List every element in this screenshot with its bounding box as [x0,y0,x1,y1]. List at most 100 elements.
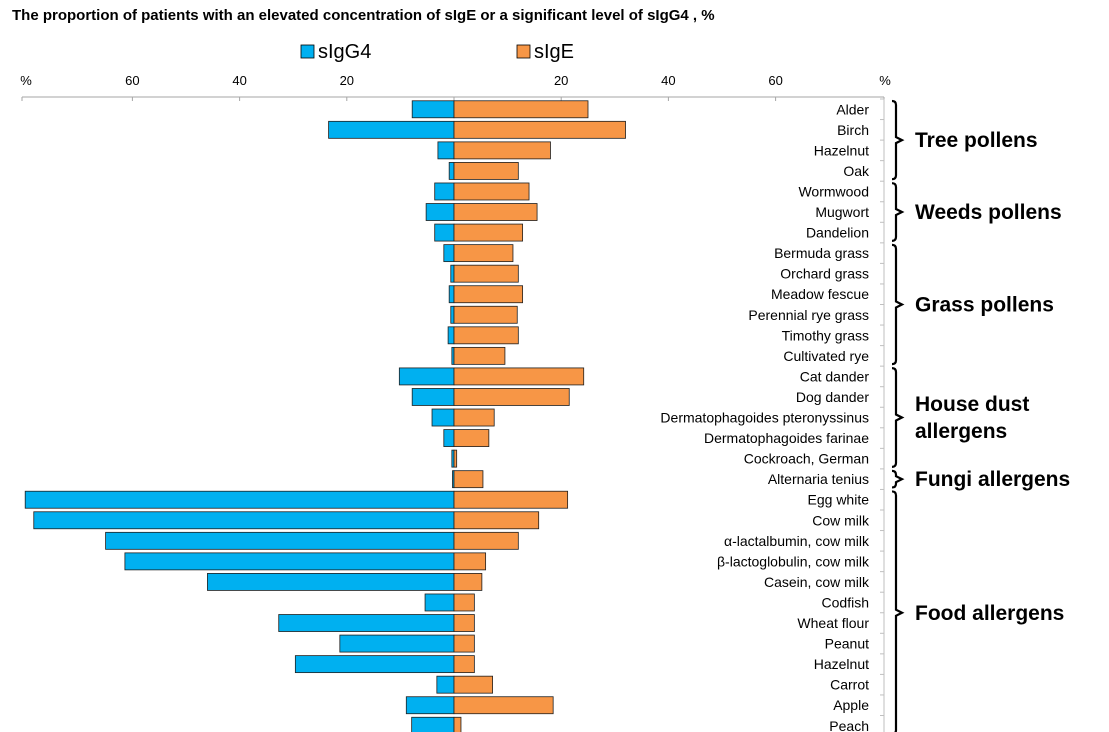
category-label: Apple [833,697,869,713]
bar-sigg4 [411,388,455,406]
bar-sige [453,490,569,509]
bar-sigg4 [448,285,455,304]
legend: sIgG4 sIgE [300,41,574,63]
bar-sigg4 [424,593,455,612]
axis-tick-label: 40 [232,73,246,88]
bar-sigg4 [425,203,455,221]
bar-sige [453,696,554,715]
bar-sige [453,593,475,612]
bar-sigg4 [24,490,455,509]
category-label: Cow milk [812,512,870,528]
bar-sigg4 [443,244,455,263]
bar-sige [453,182,530,201]
bar-sige [453,655,475,674]
bar-sige [453,675,493,694]
axis-tick-label: 60 [125,73,139,88]
top-axis: % % 60 40 20 20 40 60 [20,73,891,732]
group-label: Tree pollens [915,129,1038,152]
bar-sigg4 [450,305,455,324]
category-label: Dermatophagoides farinae [704,430,869,446]
category-label: Cultivated rye [783,348,869,364]
bar-sigg4 [405,696,455,715]
category-label: Timothy grass [782,327,869,343]
category-label: Cat dander [800,368,870,384]
group-label: Weeds pollens [915,201,1062,224]
group-bracket [891,243,905,366]
bar-sige [453,346,506,365]
bar-sigg4 [33,511,455,530]
category-label: Dandelion [806,225,869,241]
bar-sigg4 [443,429,455,447]
bar-sigg4 [398,367,455,386]
category-label: Orchard grass [780,266,869,282]
category-label: Dog dander [796,389,870,405]
category-label: Oak [843,163,870,179]
category-label: Peach [829,718,869,732]
legend-swatch-sige [516,44,531,59]
chart-title: The proportion of patients with an eleva… [12,7,715,24]
axis-unit-right: % [879,73,891,88]
bar-sigg4 [105,531,455,550]
group-bracket [891,490,905,732]
bar-sige [453,449,458,468]
bar-sigg4 [207,573,455,591]
bar-sige [453,511,540,530]
group-label: Food allergens [915,602,1064,625]
group-bracket [891,99,905,181]
category-label: Bermuda grass [774,245,869,261]
category-label: Hazelnut [814,142,869,158]
category-label: Dermatophagoides pteronyssinus [660,410,869,426]
category-label: Peanut [825,636,869,652]
bar-sige [453,429,490,447]
axis-tick-label: 40 [661,73,675,88]
bar-sige [453,162,519,180]
bar-sigg4 [411,716,455,732]
legend-label-sigg4: sIgG4 [318,41,371,63]
bar-sige [453,120,626,139]
category-label: Alternaria tenius [768,471,869,487]
group-bracket [891,469,905,489]
bar-sigg4 [437,141,455,160]
bar-sigg4 [294,655,455,674]
bar-sige [453,305,518,324]
category-label: Casein, cow milk [764,574,870,590]
category-labels: Alder Birch Hazelnut Oak Wormwood Mugwort Dand… [660,101,870,732]
bar-sige [453,531,519,550]
bars [24,100,626,732]
category-label: Cockroach, German [744,451,869,467]
category-label: Wheat flour [797,615,869,631]
group-label: House dust [915,393,1029,416]
category-label: Egg white [808,492,870,508]
category-label: Wormwood [798,183,869,199]
bar-sige [453,552,487,571]
category-label: Hazelnut [814,656,869,672]
bar-sige [453,470,484,489]
bar-sigg4 [436,675,455,694]
bar-sige [453,203,538,221]
bar-sige [453,223,524,242]
bar-sigg4 [434,223,455,242]
group-brackets: Tree pollens Weeds pollens Grass pollens Ho… [891,99,1070,732]
bar-sigg4 [434,182,455,201]
bar-sige [453,408,495,427]
bar-sigg4 [431,408,455,427]
bar-sigg4 [447,326,455,345]
bar-sige [453,716,462,732]
axis-tick-label: 60 [768,73,782,88]
category-label: Perennial rye grass [748,307,869,323]
category-label: β-lactoglobulin, cow milk [717,553,870,569]
axis-unit-left: % [20,73,32,88]
bar-sigg4 [278,614,455,632]
bar-sigg4 [411,100,455,119]
category-label: α-lactalbumin, cow milk [724,533,870,549]
bar-sige [453,367,585,386]
bar-sige [453,573,483,591]
group-label: Fungi allergens [915,468,1070,491]
bar-sige [453,141,551,160]
category-label: Codfish [822,594,869,610]
category-label: Meadow fescue [771,286,869,302]
bar-sigg4 [124,552,455,571]
category-label: Alder [836,101,869,117]
bar-sige [453,264,519,283]
group-label: Grass pollens [915,294,1054,317]
